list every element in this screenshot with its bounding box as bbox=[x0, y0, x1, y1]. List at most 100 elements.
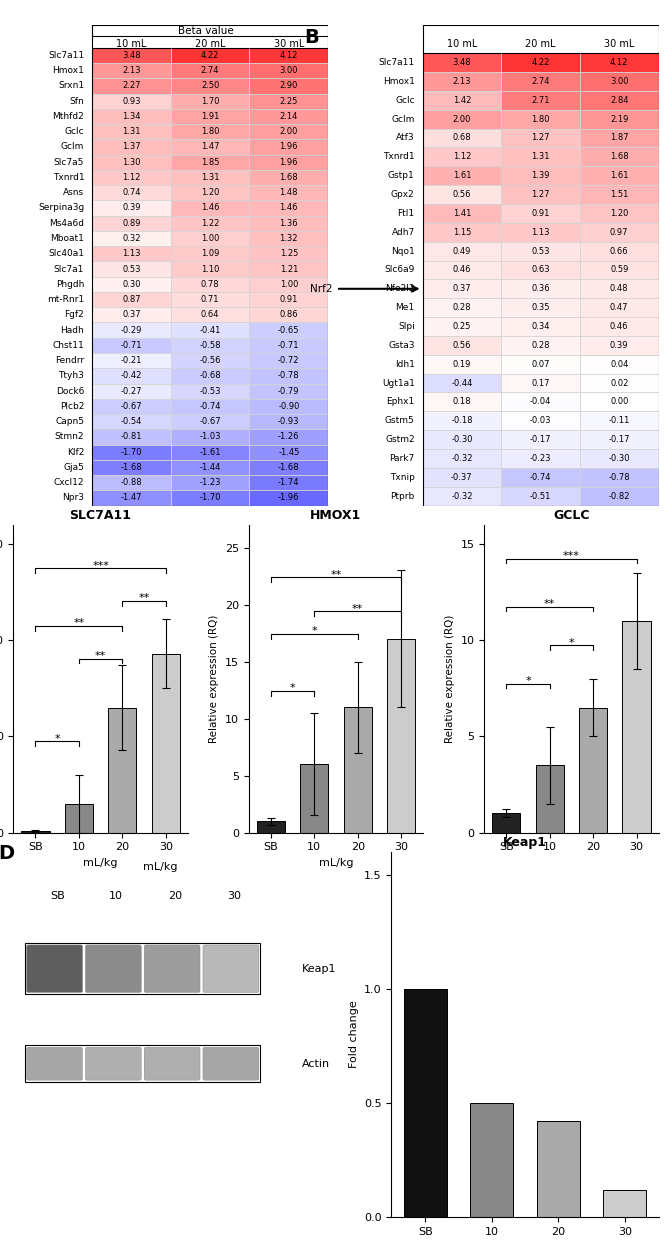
Bar bbox=[423, 166, 501, 185]
Text: Actin: Actin bbox=[302, 1058, 329, 1068]
Bar bbox=[249, 139, 328, 154]
Bar bbox=[92, 307, 171, 323]
Text: 1.68: 1.68 bbox=[610, 153, 628, 161]
Text: -0.81: -0.81 bbox=[121, 432, 142, 441]
Bar bbox=[171, 430, 249, 445]
Text: 2.27: 2.27 bbox=[122, 82, 140, 91]
Bar bbox=[171, 170, 249, 185]
Bar bbox=[249, 170, 328, 185]
Bar bbox=[423, 91, 501, 109]
Text: 0.53: 0.53 bbox=[122, 265, 140, 273]
Text: -0.65: -0.65 bbox=[278, 325, 300, 334]
Bar bbox=[501, 468, 580, 487]
Text: Sfn: Sfn bbox=[69, 97, 84, 106]
Text: 0.66: 0.66 bbox=[610, 247, 628, 256]
Text: 0.49: 0.49 bbox=[453, 247, 471, 256]
Text: Npr3: Npr3 bbox=[62, 493, 84, 503]
Bar bbox=[249, 261, 328, 277]
FancyBboxPatch shape bbox=[27, 1047, 83, 1081]
Text: Stmn2: Stmn2 bbox=[54, 432, 84, 441]
Bar bbox=[171, 154, 249, 170]
FancyBboxPatch shape bbox=[85, 945, 141, 992]
Text: -0.82: -0.82 bbox=[608, 492, 630, 501]
Text: Gja5: Gja5 bbox=[63, 463, 84, 472]
Text: 0.37: 0.37 bbox=[122, 310, 140, 319]
FancyBboxPatch shape bbox=[85, 1047, 141, 1081]
Text: 1.25: 1.25 bbox=[280, 250, 298, 258]
Bar bbox=[92, 368, 171, 384]
Text: 2.90: 2.90 bbox=[280, 82, 298, 91]
Text: 0.36: 0.36 bbox=[532, 284, 550, 293]
Text: 0.56: 0.56 bbox=[453, 190, 471, 199]
Bar bbox=[249, 93, 328, 109]
Bar bbox=[423, 487, 501, 505]
Bar bbox=[249, 63, 328, 78]
Text: 0.87: 0.87 bbox=[122, 296, 140, 304]
Bar bbox=[580, 242, 659, 261]
Bar bbox=[423, 298, 501, 317]
Bar bbox=[501, 487, 580, 505]
Text: 0.00: 0.00 bbox=[610, 397, 628, 406]
Bar bbox=[92, 460, 171, 476]
Text: -0.58: -0.58 bbox=[200, 340, 221, 350]
Bar bbox=[22, 831, 50, 832]
Text: 1.61: 1.61 bbox=[610, 171, 628, 180]
Text: Asns: Asns bbox=[63, 189, 84, 197]
Text: Ftl1: Ftl1 bbox=[398, 209, 415, 217]
Bar bbox=[580, 204, 659, 222]
Title: HMOX1: HMOX1 bbox=[310, 509, 362, 523]
Text: Ms4a6d: Ms4a6d bbox=[49, 219, 84, 227]
Text: -1.68: -1.68 bbox=[121, 463, 142, 472]
Bar bbox=[92, 63, 171, 78]
Text: 20 mL: 20 mL bbox=[526, 39, 556, 48]
Text: 1.41: 1.41 bbox=[453, 209, 471, 217]
Bar bbox=[580, 392, 659, 411]
Text: Gpx2: Gpx2 bbox=[391, 190, 415, 199]
Text: **: ** bbox=[95, 651, 106, 661]
Text: 1.87: 1.87 bbox=[610, 133, 628, 143]
Text: 0.46: 0.46 bbox=[453, 266, 471, 274]
Bar bbox=[501, 355, 580, 374]
Text: -0.30: -0.30 bbox=[608, 455, 630, 463]
Text: 0.35: 0.35 bbox=[532, 303, 550, 312]
Text: 1.96: 1.96 bbox=[280, 158, 298, 166]
Bar bbox=[423, 109, 501, 128]
Bar bbox=[501, 317, 580, 335]
Text: Gclc: Gclc bbox=[65, 127, 84, 137]
Bar bbox=[501, 148, 580, 166]
Bar bbox=[249, 292, 328, 307]
Bar bbox=[423, 222, 501, 242]
X-axis label: mL/kg: mL/kg bbox=[83, 858, 118, 868]
Text: -0.03: -0.03 bbox=[530, 416, 551, 425]
Text: 0.71: 0.71 bbox=[201, 296, 219, 304]
Text: Txnrd1: Txnrd1 bbox=[383, 153, 415, 161]
Bar bbox=[108, 708, 136, 832]
Text: Park7: Park7 bbox=[389, 455, 415, 463]
Text: Gstm2: Gstm2 bbox=[385, 435, 415, 445]
Text: Adh7: Adh7 bbox=[391, 227, 415, 237]
Bar bbox=[501, 411, 580, 430]
Bar bbox=[171, 414, 249, 430]
Text: 0.32: 0.32 bbox=[122, 233, 140, 243]
Text: -0.51: -0.51 bbox=[530, 492, 551, 501]
Text: -0.79: -0.79 bbox=[278, 386, 300, 396]
Title: SLC7A11: SLC7A11 bbox=[70, 509, 132, 523]
Bar bbox=[25, 943, 260, 995]
Title: Keap1: Keap1 bbox=[503, 836, 547, 850]
Bar bbox=[257, 821, 285, 832]
Text: Me1: Me1 bbox=[396, 303, 415, 312]
Text: 1.22: 1.22 bbox=[201, 219, 219, 227]
Bar bbox=[423, 128, 501, 148]
Bar bbox=[249, 200, 328, 216]
Bar bbox=[249, 353, 328, 368]
Text: Atf3: Atf3 bbox=[396, 133, 415, 143]
Text: 10: 10 bbox=[110, 892, 123, 902]
Bar bbox=[423, 317, 501, 335]
Bar bbox=[249, 307, 328, 323]
Bar bbox=[501, 335, 580, 355]
Text: SB: SB bbox=[50, 892, 65, 902]
Text: 3.00: 3.00 bbox=[280, 66, 298, 75]
Text: Gclc: Gclc bbox=[395, 96, 415, 104]
Text: 1.20: 1.20 bbox=[201, 189, 219, 197]
Text: Beta value: Beta value bbox=[178, 26, 234, 36]
